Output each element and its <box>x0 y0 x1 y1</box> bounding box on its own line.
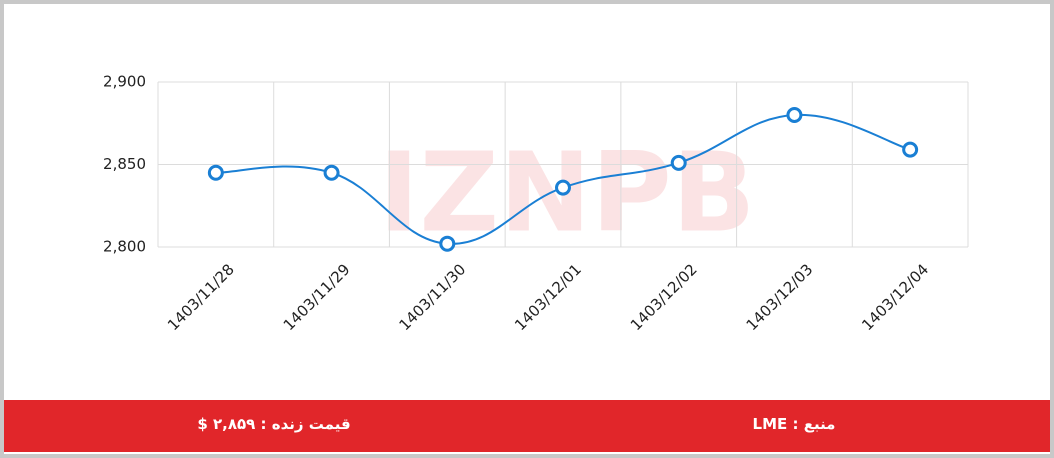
x-tick-label: 1403/12/03 <box>743 260 817 334</box>
live-price: قیمت زنده : ۲,۸۵۹ $ <box>197 415 351 433</box>
x-tick-label: 1403/11/30 <box>395 260 469 334</box>
x-tick-label: 1403/11/29 <box>280 260 354 334</box>
point <box>902 141 919 158</box>
y-tick-label: 2,900 <box>103 73 146 91</box>
point <box>207 164 224 181</box>
x-tick-label: 1403/11/28 <box>164 260 238 334</box>
x-tick-label: 1403/12/04 <box>858 260 932 334</box>
point <box>439 235 456 252</box>
y-tick-label: 2,800 <box>103 238 146 256</box>
point <box>323 164 340 181</box>
x-tick-label: 1403/12/02 <box>627 260 701 334</box>
y-tick-label: 2,850 <box>103 155 146 173</box>
source: منبع : LME <box>752 415 836 433</box>
point <box>555 179 571 196</box>
point <box>786 107 803 123</box>
point <box>670 154 687 171</box>
x-tick-label: 1403/12/01 <box>511 260 585 334</box>
footer: قیمت زنده : ۲,۸۵۹ $ منبع : LME <box>4 400 1050 452</box>
